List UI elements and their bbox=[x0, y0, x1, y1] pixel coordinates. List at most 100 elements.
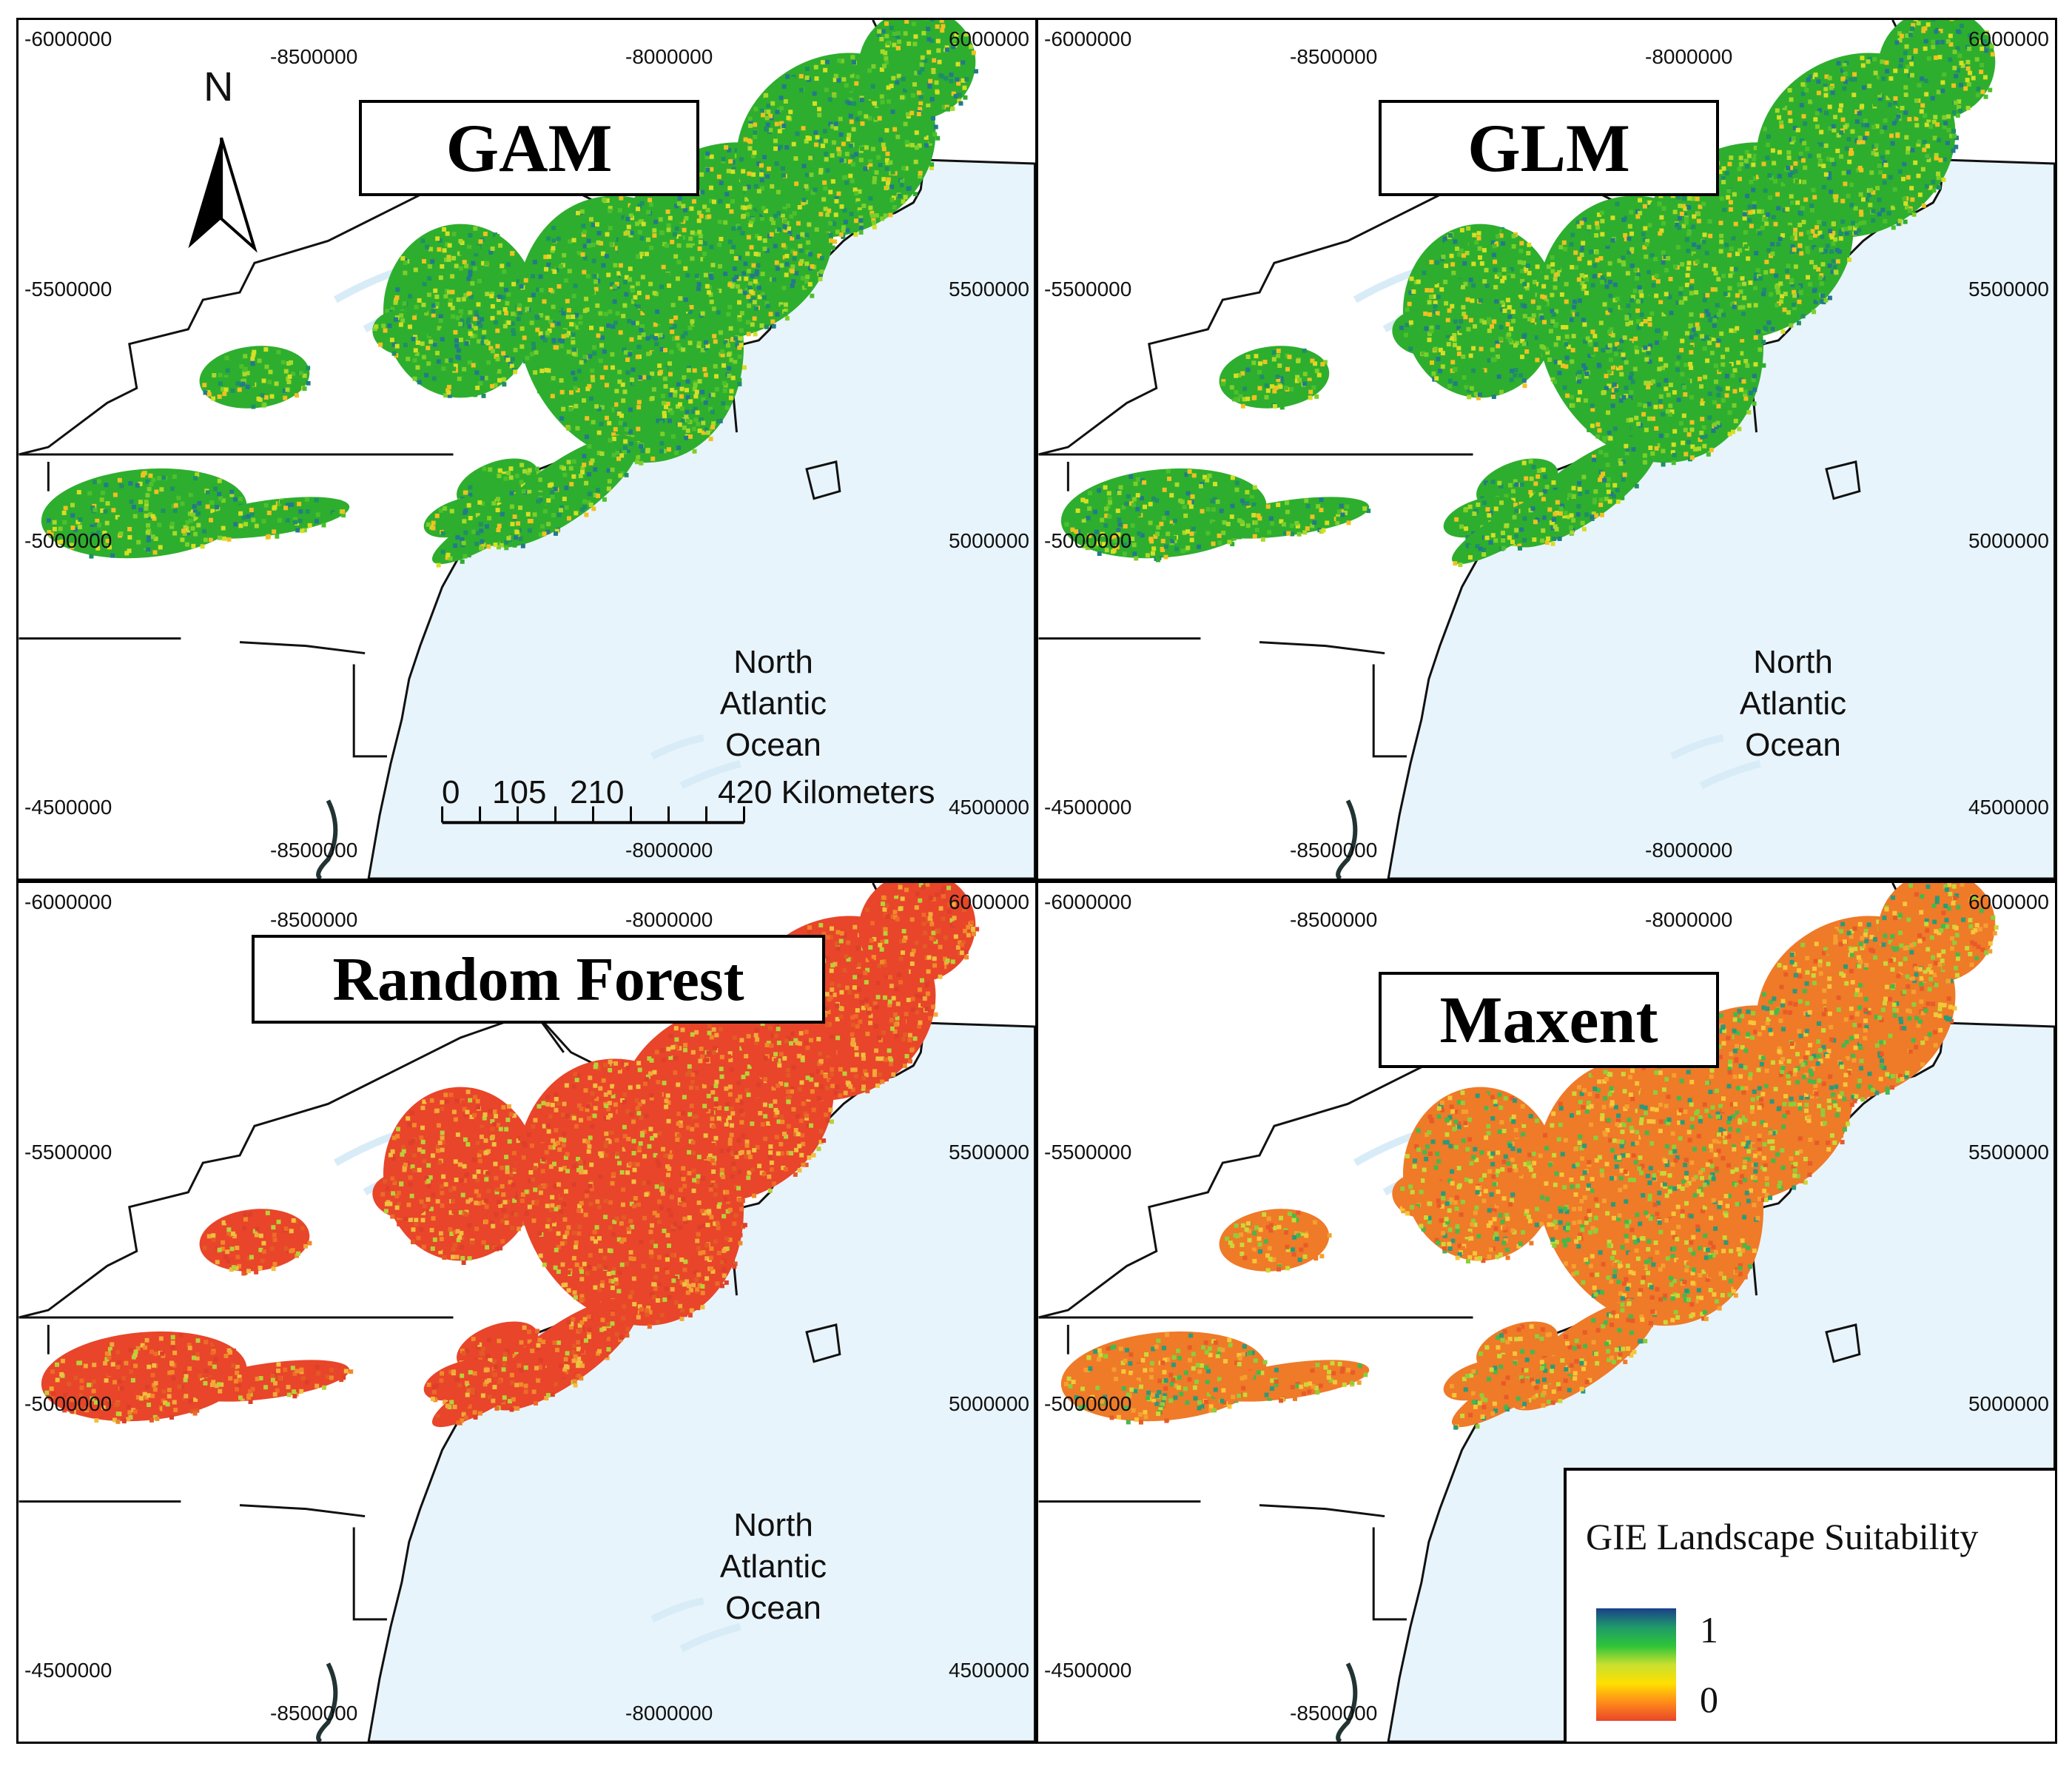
suitability-cell bbox=[662, 411, 667, 416]
suitability-cell bbox=[592, 274, 597, 278]
suitability-cell bbox=[863, 167, 868, 172]
suitability-cell bbox=[885, 181, 890, 186]
suitability-cell bbox=[810, 263, 815, 269]
suitability-cell bbox=[1573, 250, 1578, 255]
suitability-cell bbox=[135, 483, 140, 488]
suitability-cell bbox=[844, 99, 850, 104]
suitability-cell bbox=[399, 313, 404, 318]
suitability-cell bbox=[494, 354, 499, 359]
suitability-cell bbox=[1570, 309, 1575, 315]
suitability-cell bbox=[1100, 531, 1105, 537]
suitability-cell bbox=[1710, 287, 1715, 292]
suitability-cell bbox=[427, 276, 432, 281]
suitability-cell bbox=[542, 508, 548, 514]
suitability-cell bbox=[1801, 114, 1806, 119]
suitability-cell bbox=[1618, 398, 1624, 403]
suitability-cell bbox=[904, 166, 909, 171]
suitability-cell bbox=[264, 364, 269, 369]
suitability-cell bbox=[461, 297, 466, 302]
suitability-cell bbox=[913, 171, 918, 176]
suitability-cell bbox=[696, 218, 702, 224]
suitability-cell bbox=[796, 135, 801, 140]
suitability-cell bbox=[1121, 505, 1126, 510]
suitability-cell bbox=[684, 414, 689, 420]
suitability-cell bbox=[803, 200, 808, 205]
suitability-cell bbox=[1602, 278, 1607, 283]
suitability-cell bbox=[582, 505, 587, 510]
suitability-cell bbox=[1835, 259, 1840, 264]
suitability-cell bbox=[1510, 369, 1515, 374]
suitability-cell bbox=[1638, 353, 1644, 358]
suitability-cell bbox=[1712, 400, 1718, 405]
suitability-cell bbox=[779, 263, 784, 268]
suitability-cell bbox=[737, 355, 742, 360]
suitability-cell bbox=[1132, 551, 1137, 557]
suitability-cell bbox=[190, 509, 195, 514]
suitability-cell bbox=[593, 467, 598, 472]
suitability-cell bbox=[1678, 291, 1684, 296]
suitability-cell bbox=[1509, 377, 1514, 383]
suitability-cell bbox=[479, 528, 484, 534]
suitability-cell bbox=[884, 128, 889, 133]
suitability-cell bbox=[151, 477, 156, 483]
suitability-cell bbox=[685, 395, 690, 400]
suitability-cell bbox=[414, 351, 420, 356]
suitability-cell bbox=[624, 472, 629, 477]
suitability-cell bbox=[173, 503, 178, 508]
suitability-cell bbox=[420, 341, 425, 346]
suitability-cell bbox=[468, 516, 473, 521]
suitability-cell bbox=[594, 404, 599, 409]
suitability-cell bbox=[914, 70, 919, 75]
suitability-cell bbox=[1597, 326, 1602, 332]
suitability-cell bbox=[830, 245, 835, 250]
suitability-cell bbox=[1720, 355, 1726, 360]
suitability-cell bbox=[1076, 529, 1081, 534]
suitability-cell bbox=[716, 152, 722, 157]
suitability-cell bbox=[847, 159, 852, 164]
suitability-cell bbox=[690, 243, 695, 248]
suitability-cell bbox=[861, 204, 867, 209]
suitability-cell bbox=[782, 224, 787, 229]
suitability-cell bbox=[1166, 531, 1171, 537]
suitability-cell bbox=[1689, 291, 1694, 296]
suitability-cell bbox=[1650, 416, 1655, 421]
suitability-cell bbox=[1684, 363, 1689, 367]
suitability-cell bbox=[1792, 258, 1797, 263]
suitability-cell bbox=[1861, 85, 1866, 90]
suitability-cell bbox=[559, 343, 564, 349]
suitability-cell bbox=[727, 147, 732, 152]
suitability-cell bbox=[1245, 396, 1251, 401]
suitability-cell bbox=[1844, 231, 1849, 236]
suitability-cell bbox=[52, 526, 57, 531]
suitability-cell bbox=[673, 392, 678, 397]
suitability-cell bbox=[615, 450, 620, 455]
suitability-cell bbox=[1450, 360, 1456, 365]
suitability-cell bbox=[1607, 383, 1612, 389]
suitability-cell bbox=[1836, 132, 1841, 138]
suitability-cell bbox=[1849, 120, 1854, 125]
suitability-cell bbox=[1789, 235, 1794, 241]
suitability-cell bbox=[1843, 181, 1848, 187]
suitability-cell bbox=[481, 261, 486, 266]
suitability-cell bbox=[1522, 303, 1527, 309]
suitability-cell bbox=[1805, 246, 1810, 251]
suitability-cell bbox=[1796, 320, 1801, 326]
suitability-cell bbox=[594, 259, 599, 264]
suitability-cell bbox=[1550, 377, 1555, 382]
suitability-cell bbox=[1433, 309, 1438, 314]
suitability-cell bbox=[876, 33, 881, 38]
suitability-cell bbox=[766, 103, 771, 108]
suitability-cell bbox=[1276, 349, 1281, 353]
suitability-cell bbox=[590, 290, 595, 295]
suitability-cell bbox=[1550, 262, 1555, 267]
suitability-cell bbox=[1831, 221, 1836, 226]
suitability-cell bbox=[817, 107, 822, 112]
suitability-cell bbox=[843, 175, 848, 180]
suitability-cell bbox=[1740, 351, 1745, 356]
suitability-cell bbox=[1678, 286, 1684, 292]
suitability-cell bbox=[682, 425, 687, 430]
suitability-cell bbox=[1920, 167, 1925, 172]
suitability-cell bbox=[1778, 299, 1783, 304]
suitability-cell bbox=[285, 518, 290, 523]
suitability-cell bbox=[1799, 103, 1804, 108]
